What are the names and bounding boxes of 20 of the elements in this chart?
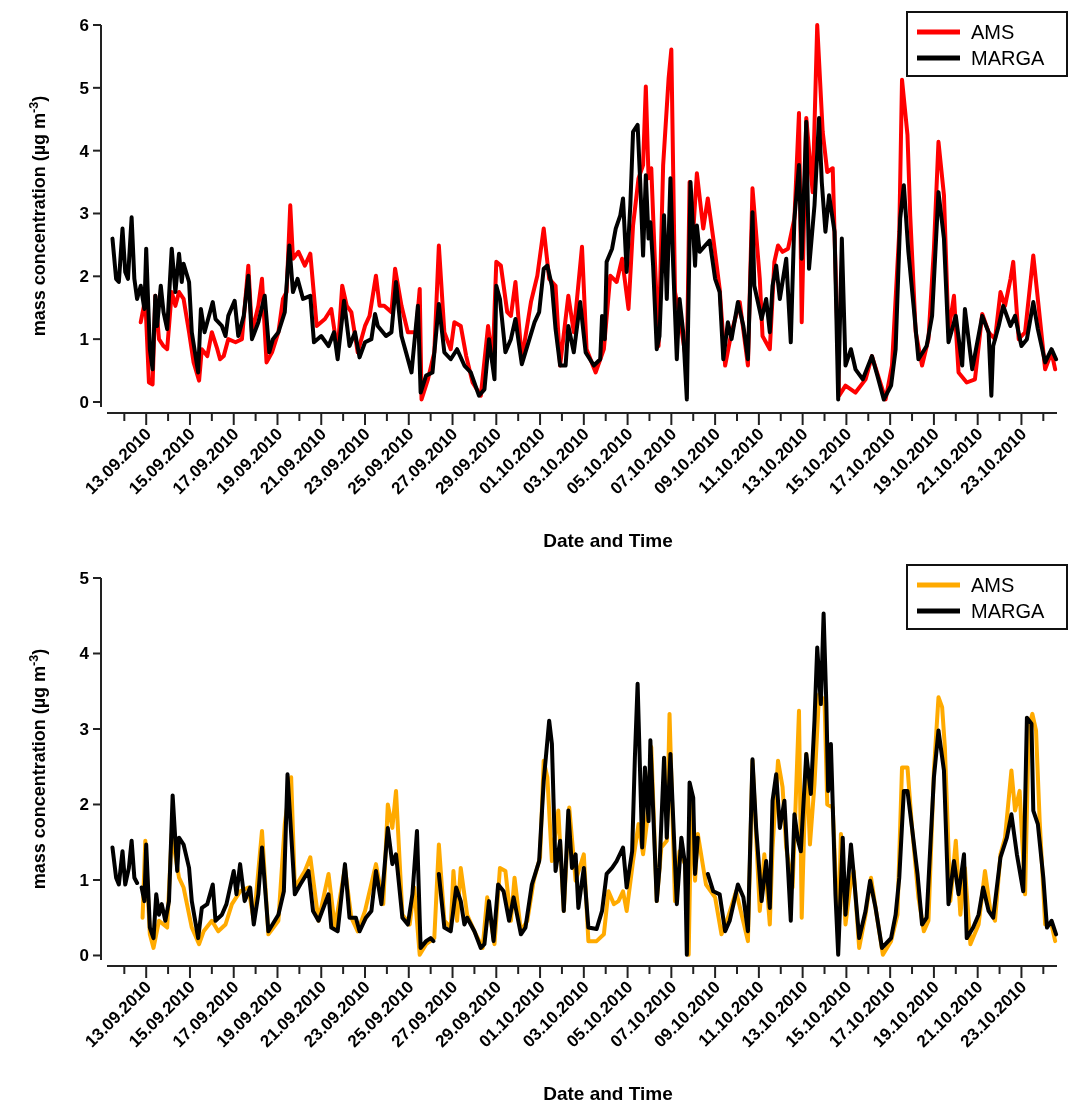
y-tick-label: 3 <box>79 719 89 739</box>
line-series <box>110 115 1059 402</box>
y-tick-label: 4 <box>79 141 90 161</box>
y-tick-label: 4 <box>79 644 90 664</box>
y-tick-label: 2 <box>79 795 89 815</box>
y-tick-label: 1 <box>79 870 89 890</box>
x-axis-title: Date and Time <box>543 530 673 551</box>
y-tick-label: 6 <box>79 15 89 35</box>
y-tick-label: 5 <box>79 78 89 98</box>
y-tick-label: 0 <box>79 392 89 412</box>
y-tick-label: 2 <box>79 267 89 287</box>
y-tick-label: 0 <box>79 946 89 966</box>
legend-label: MARGA <box>971 600 1045 622</box>
y-tick-label: 5 <box>79 568 89 588</box>
y-tick-label: 1 <box>79 330 89 350</box>
legend-label: AMS <box>971 21 1015 43</box>
x-axis-title: Date and Time <box>543 1083 673 1104</box>
legend-label: MARGA <box>971 47 1045 69</box>
y-tick-label: 3 <box>79 204 89 224</box>
legend-label: AMS <box>971 574 1015 596</box>
